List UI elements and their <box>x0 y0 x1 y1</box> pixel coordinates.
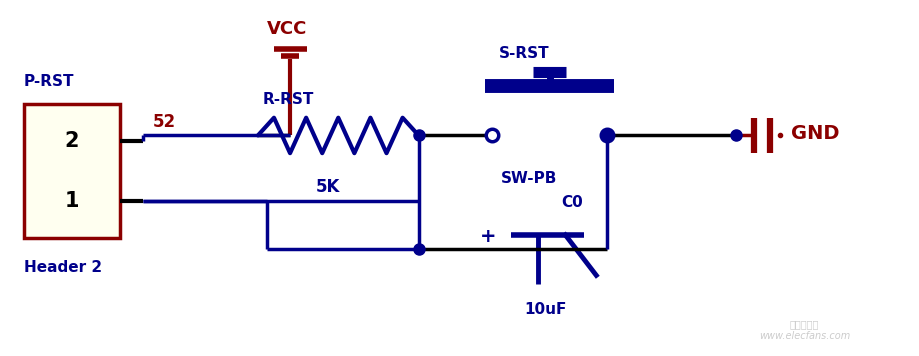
Text: P-RST: P-RST <box>24 74 74 89</box>
Text: 5K: 5K <box>315 178 339 196</box>
Text: VCC: VCC <box>267 20 307 38</box>
Text: 电子发烧友
www.elecfans.com: 电子发烧友 www.elecfans.com <box>758 320 849 341</box>
Text: R-RST: R-RST <box>262 92 313 107</box>
Text: SW-PB: SW-PB <box>501 171 557 186</box>
FancyBboxPatch shape <box>24 104 120 238</box>
Text: 52: 52 <box>153 112 176 131</box>
Text: C0: C0 <box>561 195 582 210</box>
Text: S-RST: S-RST <box>498 46 549 61</box>
Text: 1: 1 <box>64 190 79 210</box>
Text: Header 2: Header 2 <box>24 260 102 274</box>
Text: GND: GND <box>789 124 838 143</box>
Text: 10uF: 10uF <box>524 302 566 317</box>
Text: +: + <box>480 227 496 246</box>
Text: 2: 2 <box>64 131 79 151</box>
